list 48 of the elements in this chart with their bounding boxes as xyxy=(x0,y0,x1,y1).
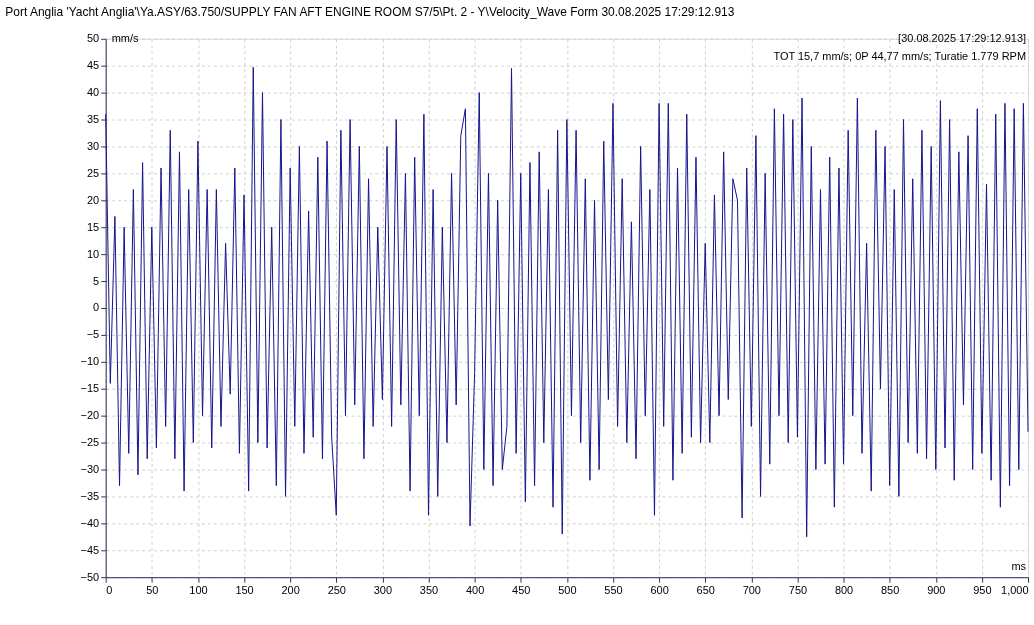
y-tick-label: 15 xyxy=(87,220,100,233)
x-tick-label: 900 xyxy=(927,583,946,596)
x-tick-label: 350 xyxy=(419,583,439,596)
x-tick-label: 100 xyxy=(189,583,208,596)
line-series xyxy=(105,66,1029,538)
y-tick-label: −10 xyxy=(80,355,100,368)
x-tick-label: 750 xyxy=(788,583,808,596)
x-tick-label: 0 xyxy=(106,583,113,596)
x-tick-label: 950 xyxy=(973,583,992,596)
y-tick-label: −40 xyxy=(80,516,100,529)
y-tick-label: 40 xyxy=(87,86,100,99)
annotation: TOT 15,7 mm/s; 0P 44,77 mm/s; Turatie 1.779 RPM xyxy=(773,49,1027,62)
y-tick-label: 25 xyxy=(87,166,100,179)
y-tick-label: 30 xyxy=(87,139,100,152)
x-tick-label: 250 xyxy=(327,583,346,596)
y-tick-label: −30 xyxy=(80,463,100,475)
y-axis-title: mm/s xyxy=(111,31,139,44)
y-tick-label: −35 xyxy=(80,489,100,502)
x-tick-label: 550 xyxy=(604,583,623,596)
x-tick-label: 650 xyxy=(696,583,715,596)
x-tick-label: 800 xyxy=(834,583,854,596)
x-tick-label: 50 xyxy=(146,583,159,596)
y-tick-label: −45 xyxy=(80,543,100,556)
y-tick-label: −5 xyxy=(86,328,100,341)
x-tick-label: 300 xyxy=(373,583,393,596)
y-tick-label: 45 xyxy=(87,59,100,72)
x-tick-label: 700 xyxy=(742,583,761,596)
y-tick-label: 10 xyxy=(87,247,100,260)
x-tick-label: 600 xyxy=(650,583,669,596)
annotation: [30.08.2025 17:29:12.913] xyxy=(898,31,1027,44)
x-tick-label: 400 xyxy=(465,583,485,596)
x-tick-label: 500 xyxy=(558,583,577,596)
y-tick-label: 5 xyxy=(93,274,100,287)
x-tick-label: 200 xyxy=(281,583,300,596)
x-tick-label: 150 xyxy=(235,583,254,596)
chart-title: Port Anglia 'Yacht Anglia'\Ya.ASY/63.750/SUPPLY FAN AFT ENGINE ROOM S7/5\Pt. 2 - Y\Velocity_Wave Form 30.08.2025 17:29:12.913 xyxy=(5,4,735,19)
y-tick-label: −50 xyxy=(80,570,100,583)
y-tick-label: −20 xyxy=(80,409,100,422)
y-tick-label: 20 xyxy=(87,193,100,206)
y-tick-label: 0 xyxy=(93,301,100,314)
x-tick-label: 450 xyxy=(512,583,531,596)
x-axis-title: ms xyxy=(1011,560,1027,573)
y-tick-label: −15 xyxy=(80,382,100,395)
y-tick-label: 50 xyxy=(87,32,100,45)
x-tick-label: 850 xyxy=(881,583,900,596)
y-tick-label: −25 xyxy=(80,436,100,449)
y-tick-label: 35 xyxy=(87,113,100,126)
x-tick-label: 1,000 xyxy=(1001,583,1029,596)
